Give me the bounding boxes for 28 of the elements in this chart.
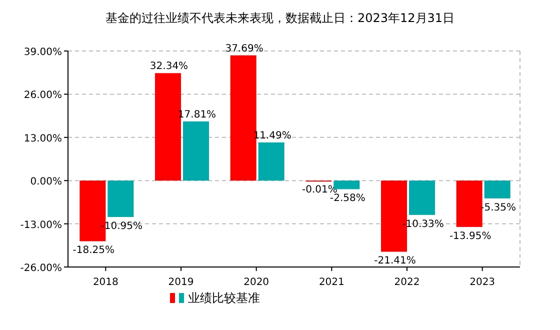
bar (409, 180, 435, 215)
x-tick-label: 2022 (394, 277, 420, 288)
x-tick-label: 2019 (168, 277, 194, 288)
bar (258, 142, 284, 181)
y-tick-label: 39.00% (24, 47, 62, 58)
y-tick-label: 0.00% (30, 176, 62, 188)
bar (456, 180, 482, 227)
bar (183, 121, 209, 181)
legend-label: 业绩比较基准 (188, 291, 260, 305)
data-label: 37.69% (225, 43, 264, 54)
x-tick-label: 2018 (92, 277, 118, 288)
y-tick-label: -13.00% (20, 220, 62, 231)
data-label: -2.58% (330, 193, 366, 204)
x-tick-label: 2023 (470, 277, 496, 288)
x-tick-label: 2020 (244, 277, 270, 288)
x-tick-label: 2021 (318, 277, 344, 288)
bar (155, 73, 181, 181)
y-tick-label: -26.00% (20, 263, 62, 274)
data-label: -18.25% (72, 245, 115, 256)
data-label: -21.41% (374, 256, 416, 267)
data-label: 32.34% (150, 61, 188, 72)
data-label: -13.95% (449, 230, 492, 242)
y-tick-label: 26.00% (24, 90, 62, 102)
chart-title: 基金的过往业绩不代表未来表现，数据截止日：2023年12月31日 (105, 11, 455, 25)
y-tick-label: 13.00% (24, 133, 62, 144)
bar (484, 180, 510, 198)
bar (108, 180, 134, 217)
data-label: -0.01% (302, 184, 338, 196)
